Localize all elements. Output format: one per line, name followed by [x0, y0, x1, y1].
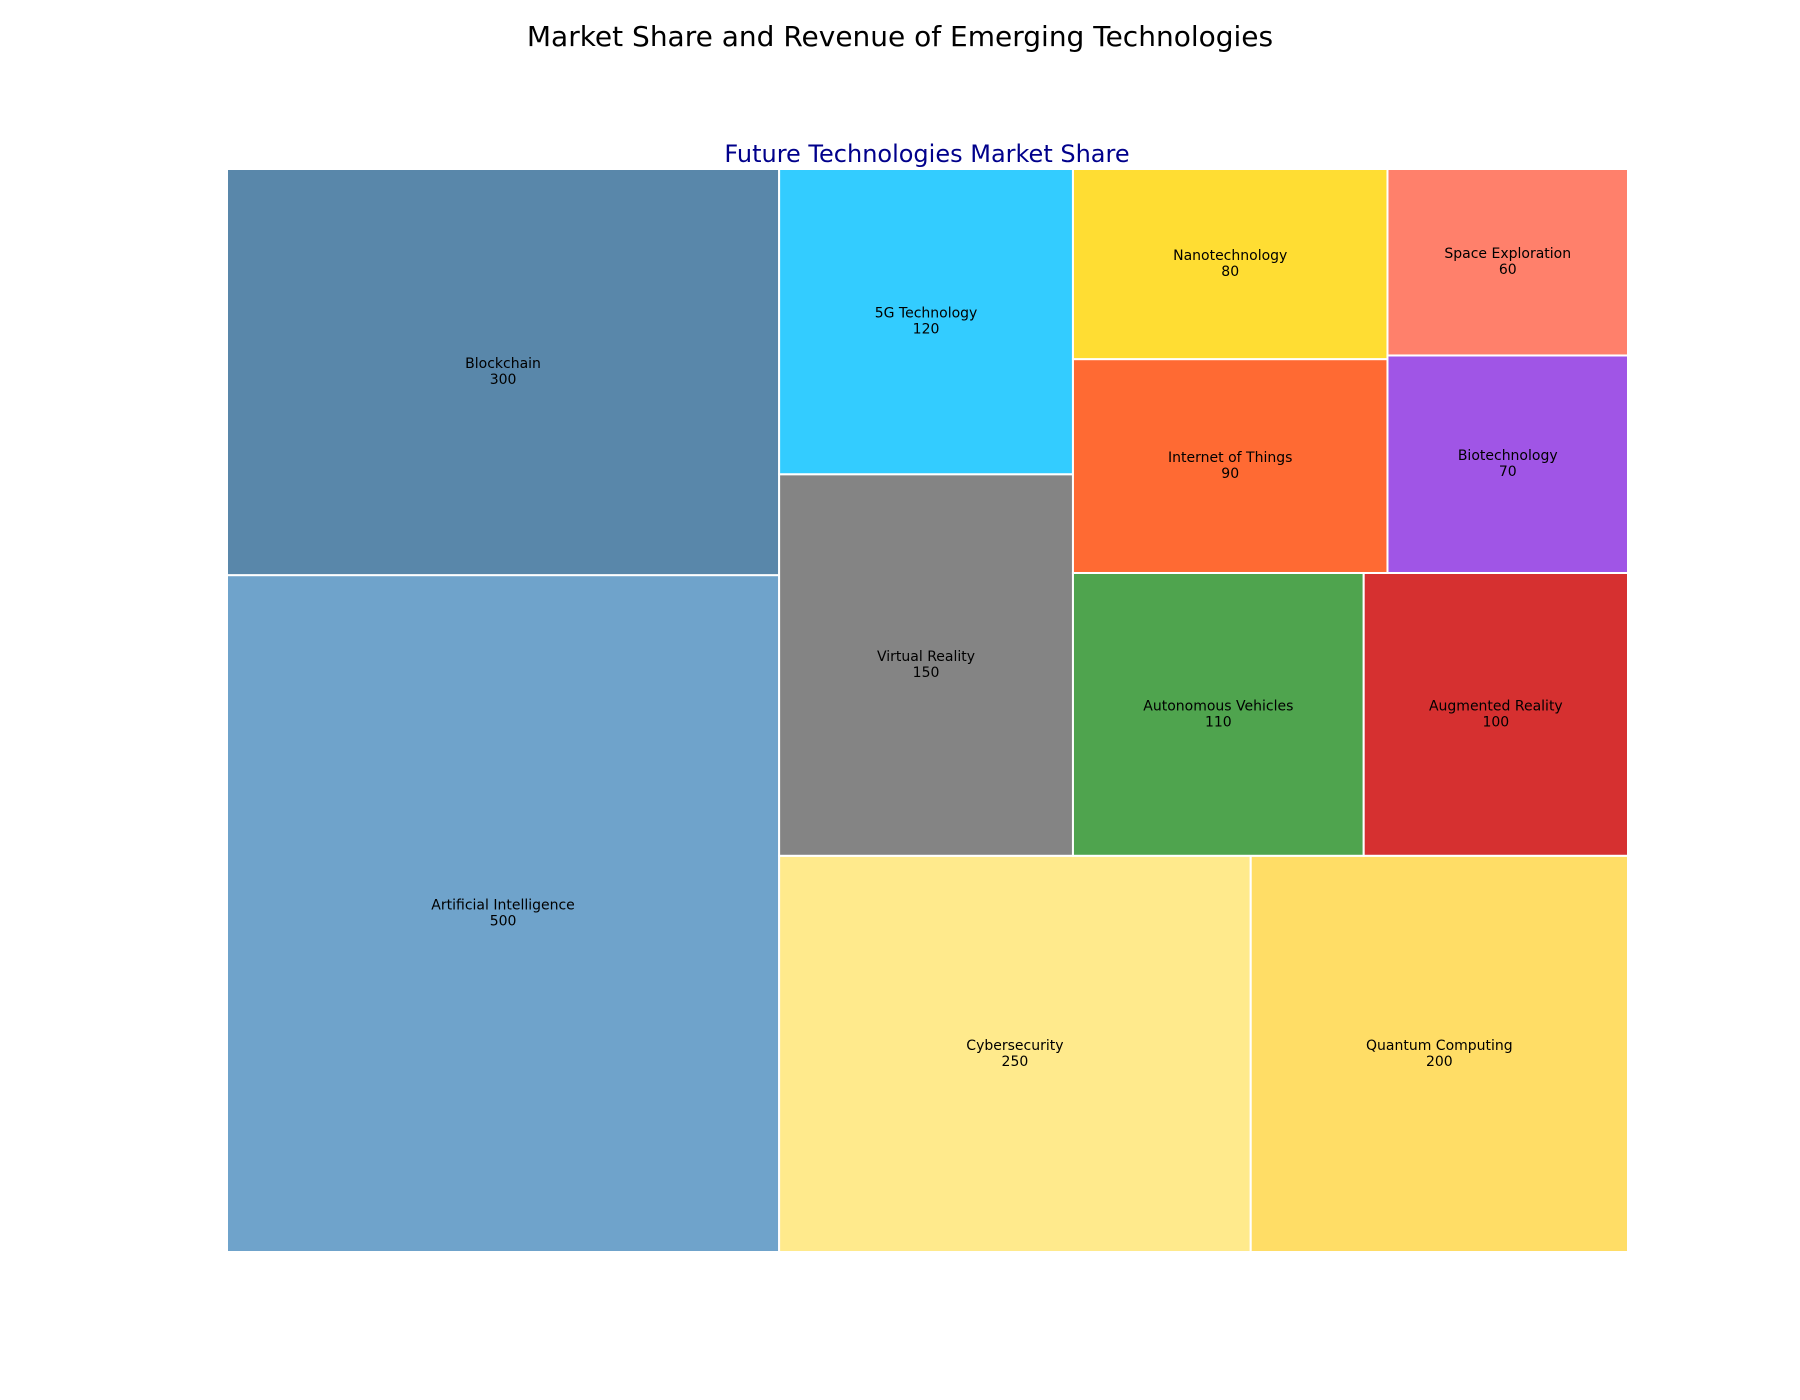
tile-label: Augmented Reality [1429, 698, 1563, 714]
tile-value: 70 [1499, 464, 1517, 480]
tile-value: 200 [1426, 1054, 1453, 1070]
tile-value: 150 [913, 665, 940, 681]
tile-label: Nanotechnology [1173, 248, 1287, 264]
tile-rect-internet-of-things [1071, 358, 1389, 574]
tile-label: Biotechnology [1458, 448, 1558, 464]
treemap-tiles: Artificial Intelligence500Blockchain300C… [226, 168, 1630, 1254]
tile-label: Internet of Things [1168, 450, 1292, 466]
tile-rect-autonomous-vehicles [1071, 571, 1365, 857]
tile-label: 5G Technology [875, 306, 978, 322]
tile-rect-blockchain [226, 168, 781, 577]
tile-rect-space-exploration [1386, 168, 1630, 357]
tile-label: Blockchain [465, 356, 541, 372]
tile-value: 110 [1205, 714, 1232, 730]
tile-value: 100 [1482, 714, 1509, 730]
tile-value: 90 [1221, 466, 1239, 482]
tile-rect-cybersecurity [778, 854, 1252, 1254]
tile-rect-augmented-reality [1362, 571, 1630, 857]
tile-label: Quantum Computing [1366, 1038, 1513, 1054]
figure-title: Market Share and Revenue of Emerging Tec… [526, 20, 1274, 53]
tile-value: 60 [1499, 262, 1517, 278]
tile-label: Autonomous Vehicles [1143, 698, 1293, 714]
tile-label: Space Exploration [1444, 246, 1571, 262]
tile-label: Artificial Intelligence [431, 898, 575, 914]
tile-value: 80 [1221, 264, 1239, 280]
chart-title: Future Technologies Market Share [724, 140, 1129, 168]
tile-label: Cybersecurity [966, 1038, 1063, 1054]
tile-value: 300 [490, 372, 517, 388]
tile-rect-nanotechnology [1071, 168, 1389, 361]
tile-rect-5g-technology [778, 168, 1074, 476]
tile-label: Virtual Reality [877, 649, 975, 665]
tile-rect-artificial-intelligence [226, 574, 781, 1253]
tile-value: 250 [1002, 1054, 1029, 1070]
tile-rect-biotechnology [1386, 354, 1630, 574]
tile-value: 120 [913, 322, 940, 338]
tile-value: 500 [490, 914, 517, 930]
tile-rect-virtual-reality [778, 473, 1074, 857]
tile-rect-quantum-computing [1249, 854, 1630, 1254]
